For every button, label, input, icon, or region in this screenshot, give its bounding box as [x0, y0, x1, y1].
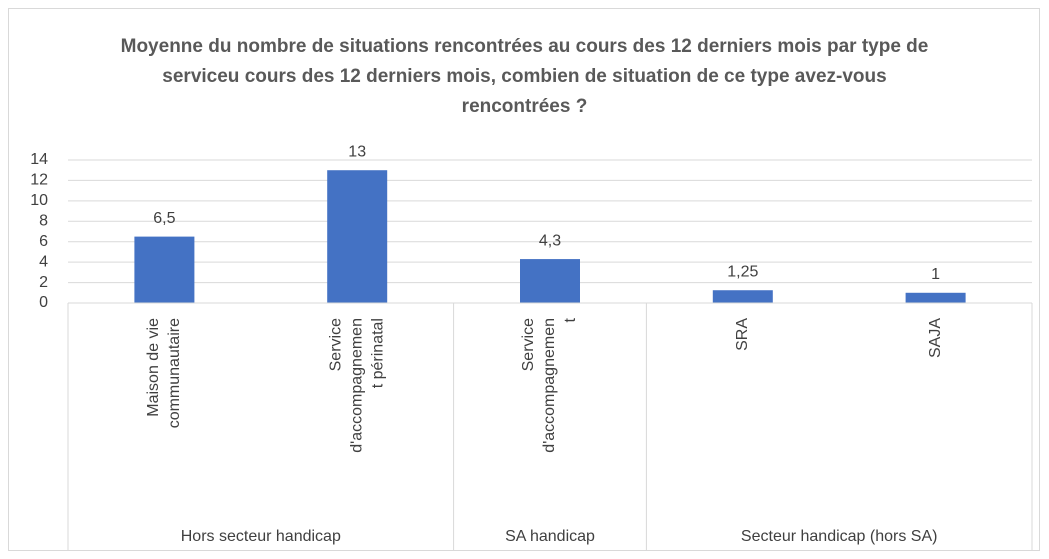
chart-border	[8, 8, 1040, 551]
bar	[327, 170, 388, 303]
y-tick-label: 6	[39, 233, 48, 250]
chart-title: Moyenne du nombre de situations rencontr…	[120, 36, 929, 117]
title-box: Moyenne du nombre de situations rencontr…	[0, 32, 1049, 122]
data-label: 1,25	[727, 263, 758, 280]
y-tick-label: 14	[30, 151, 48, 168]
x-tick-label: d'accompagnemen	[541, 318, 558, 453]
x-tick-label: communautaire	[166, 318, 183, 428]
y-tick-label: 0	[39, 294, 48, 311]
group-label: SA handicap	[505, 528, 595, 545]
x-tick-label: SAJA	[927, 318, 944, 358]
bar	[134, 236, 195, 303]
x-tick-label: t	[562, 317, 579, 322]
x-tick-label: Service	[520, 318, 537, 371]
x-tick-label: t périnatal	[369, 318, 386, 388]
bar	[905, 292, 966, 303]
data-label: 4,3	[539, 232, 561, 249]
x-tick-label: Maison de vie	[145, 318, 162, 417]
data-label: 13	[348, 143, 366, 160]
x-tick-label: Service	[327, 318, 344, 371]
y-tick-label: 8	[39, 213, 48, 230]
group-label: Secteur handicap (hors SA)	[741, 528, 938, 545]
y-tick-label: 10	[30, 192, 48, 209]
bar	[712, 290, 773, 303]
y-tick-label: 2	[39, 274, 48, 291]
y-tick-label: 12	[30, 172, 48, 189]
x-tick-label: d'accompagnemen	[348, 318, 365, 453]
data-label: 6,5	[153, 210, 175, 227]
data-label: 1	[931, 266, 940, 283]
group-label: Hors secteur handicap	[181, 528, 341, 545]
x-tick-label: SRA	[734, 318, 751, 351]
y-tick-label: 4	[39, 253, 48, 270]
bar	[520, 259, 580, 303]
